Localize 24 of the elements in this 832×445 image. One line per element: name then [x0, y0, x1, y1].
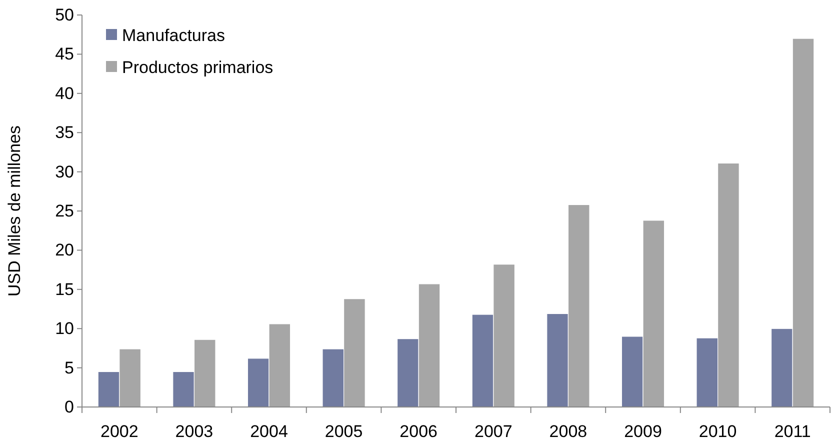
legend-label: Productos primarios: [122, 58, 274, 77]
x-tick-label: 2009: [624, 422, 662, 441]
x-tick-label: 2004: [250, 422, 288, 441]
y-tick-label: 30: [55, 162, 74, 182]
y-tick-label: 40: [55, 84, 74, 103]
y-axis-title: USD Miles de millones: [5, 126, 24, 296]
x-tick-label: 2006: [400, 422, 438, 441]
x-tick-label: 2011: [774, 422, 811, 441]
y-tick-label: 10: [55, 319, 74, 338]
y-tick-label: 5: [64, 358, 74, 378]
legend-label: Manufacturas: [122, 26, 225, 45]
x-tick-label: 2007: [474, 422, 512, 441]
x-tick-label: 2005: [324, 422, 363, 441]
x-tick-label: 2010: [698, 422, 737, 441]
y-tick-label: 50: [55, 5, 74, 24]
x-tick-label: 2003: [175, 422, 214, 441]
y-tick-label: 45: [55, 44, 74, 64]
y-tick-label: 0: [64, 397, 74, 416]
x-tick-label: 2002: [100, 422, 138, 441]
x-tick-label: 2008: [549, 422, 588, 441]
y-tick-label: 25: [55, 201, 74, 220]
y-tick-label: 20: [55, 240, 74, 260]
y-tick-label: 15: [55, 280, 74, 299]
y-tick-label: 35: [55, 123, 74, 142]
